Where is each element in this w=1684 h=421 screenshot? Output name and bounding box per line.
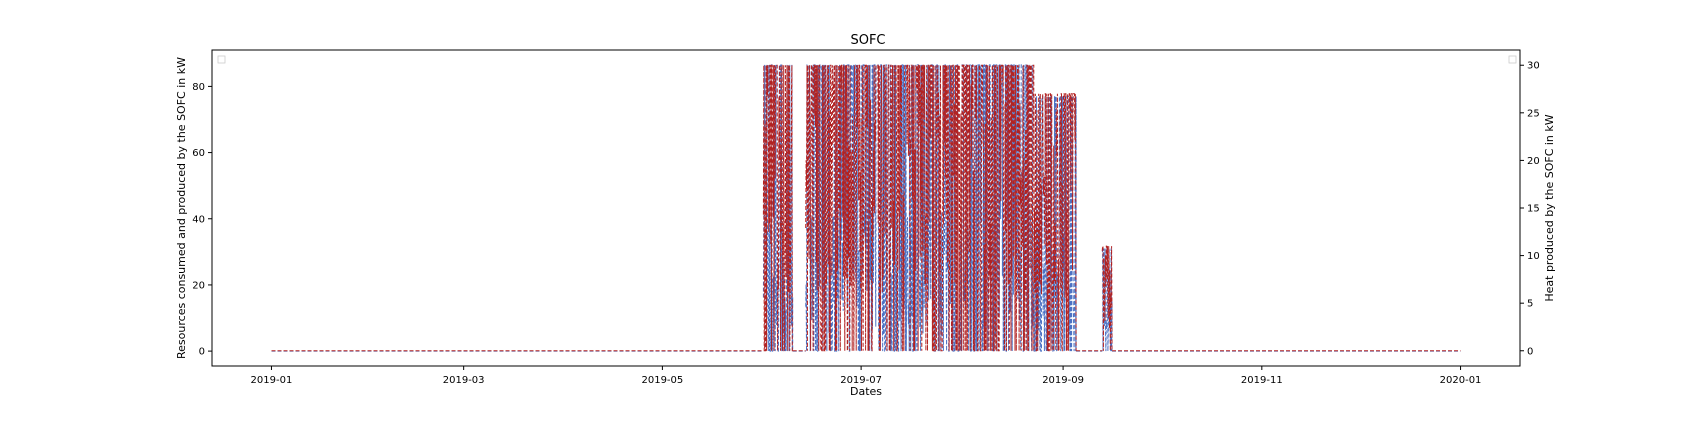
x-tick-label: 2019-01	[251, 375, 293, 386]
x-tick-label: 2019-07	[840, 375, 882, 386]
y-axis-right: 0 5 10 15 20 25 30	[1520, 61, 1540, 357]
y-axis-right-label: Heat produced by the SOFC in kW	[1543, 114, 1556, 301]
x-tick-label: 2019-09	[1042, 375, 1084, 386]
x-axis-label: Dates	[850, 385, 882, 398]
y-left-tick-label: 80	[192, 82, 205, 93]
legend-right-box	[1508, 55, 1517, 64]
chart-title: SOFC	[850, 33, 885, 48]
y-left-tick-label: 20	[192, 280, 205, 291]
y-axis-left-label: Resources consumed and produced by the S…	[175, 57, 188, 359]
series-right-line	[1033, 93, 1077, 352]
y-right-tick-label: 0	[1527, 346, 1533, 357]
y-left-tick-label: 60	[192, 148, 205, 159]
series-left-line	[1033, 95, 1077, 352]
x-axis: 2019-01 2019-03 2019-05 2019-07 2019-09 2019-…	[251, 366, 1482, 386]
legend-left-box	[217, 55, 226, 64]
x-tick-label: 2019-03	[443, 375, 485, 386]
x-tick-label: 2019-05	[641, 375, 683, 386]
y-right-tick-label: 20	[1527, 156, 1540, 167]
y-left-tick-label: 0	[199, 347, 205, 358]
series-right-line	[762, 64, 793, 352]
series-left-line	[805, 64, 1035, 352]
y-left-tick-label: 40	[192, 214, 205, 225]
x-tick-label: 2019-11	[1241, 375, 1283, 386]
y-right-tick-label: 10	[1527, 251, 1540, 262]
y-right-tick-label: 15	[1527, 204, 1540, 215]
y-right-tick-label: 5	[1527, 299, 1533, 310]
y-axis-left: 0 20 40 60 80	[192, 82, 212, 358]
y-right-tick-label: 30	[1527, 61, 1540, 72]
y-right-tick-label: 25	[1527, 108, 1540, 119]
series-right-line	[1101, 245, 1113, 351]
series-right-line	[805, 64, 1035, 352]
x-tick-label: 2020-01	[1440, 375, 1482, 386]
